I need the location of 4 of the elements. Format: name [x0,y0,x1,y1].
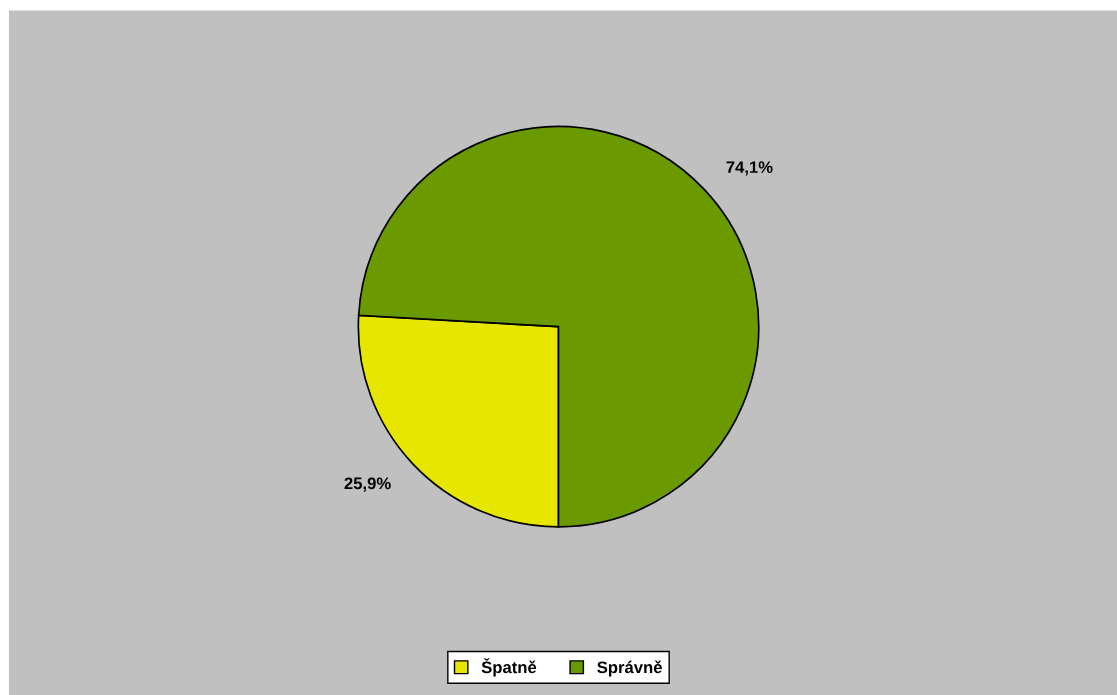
legend-label: Správně [597,660,662,677]
legend-label: Špatně [481,658,537,677]
data-label: 25,9% [344,477,391,492]
data-label: 74,1% [726,161,773,176]
